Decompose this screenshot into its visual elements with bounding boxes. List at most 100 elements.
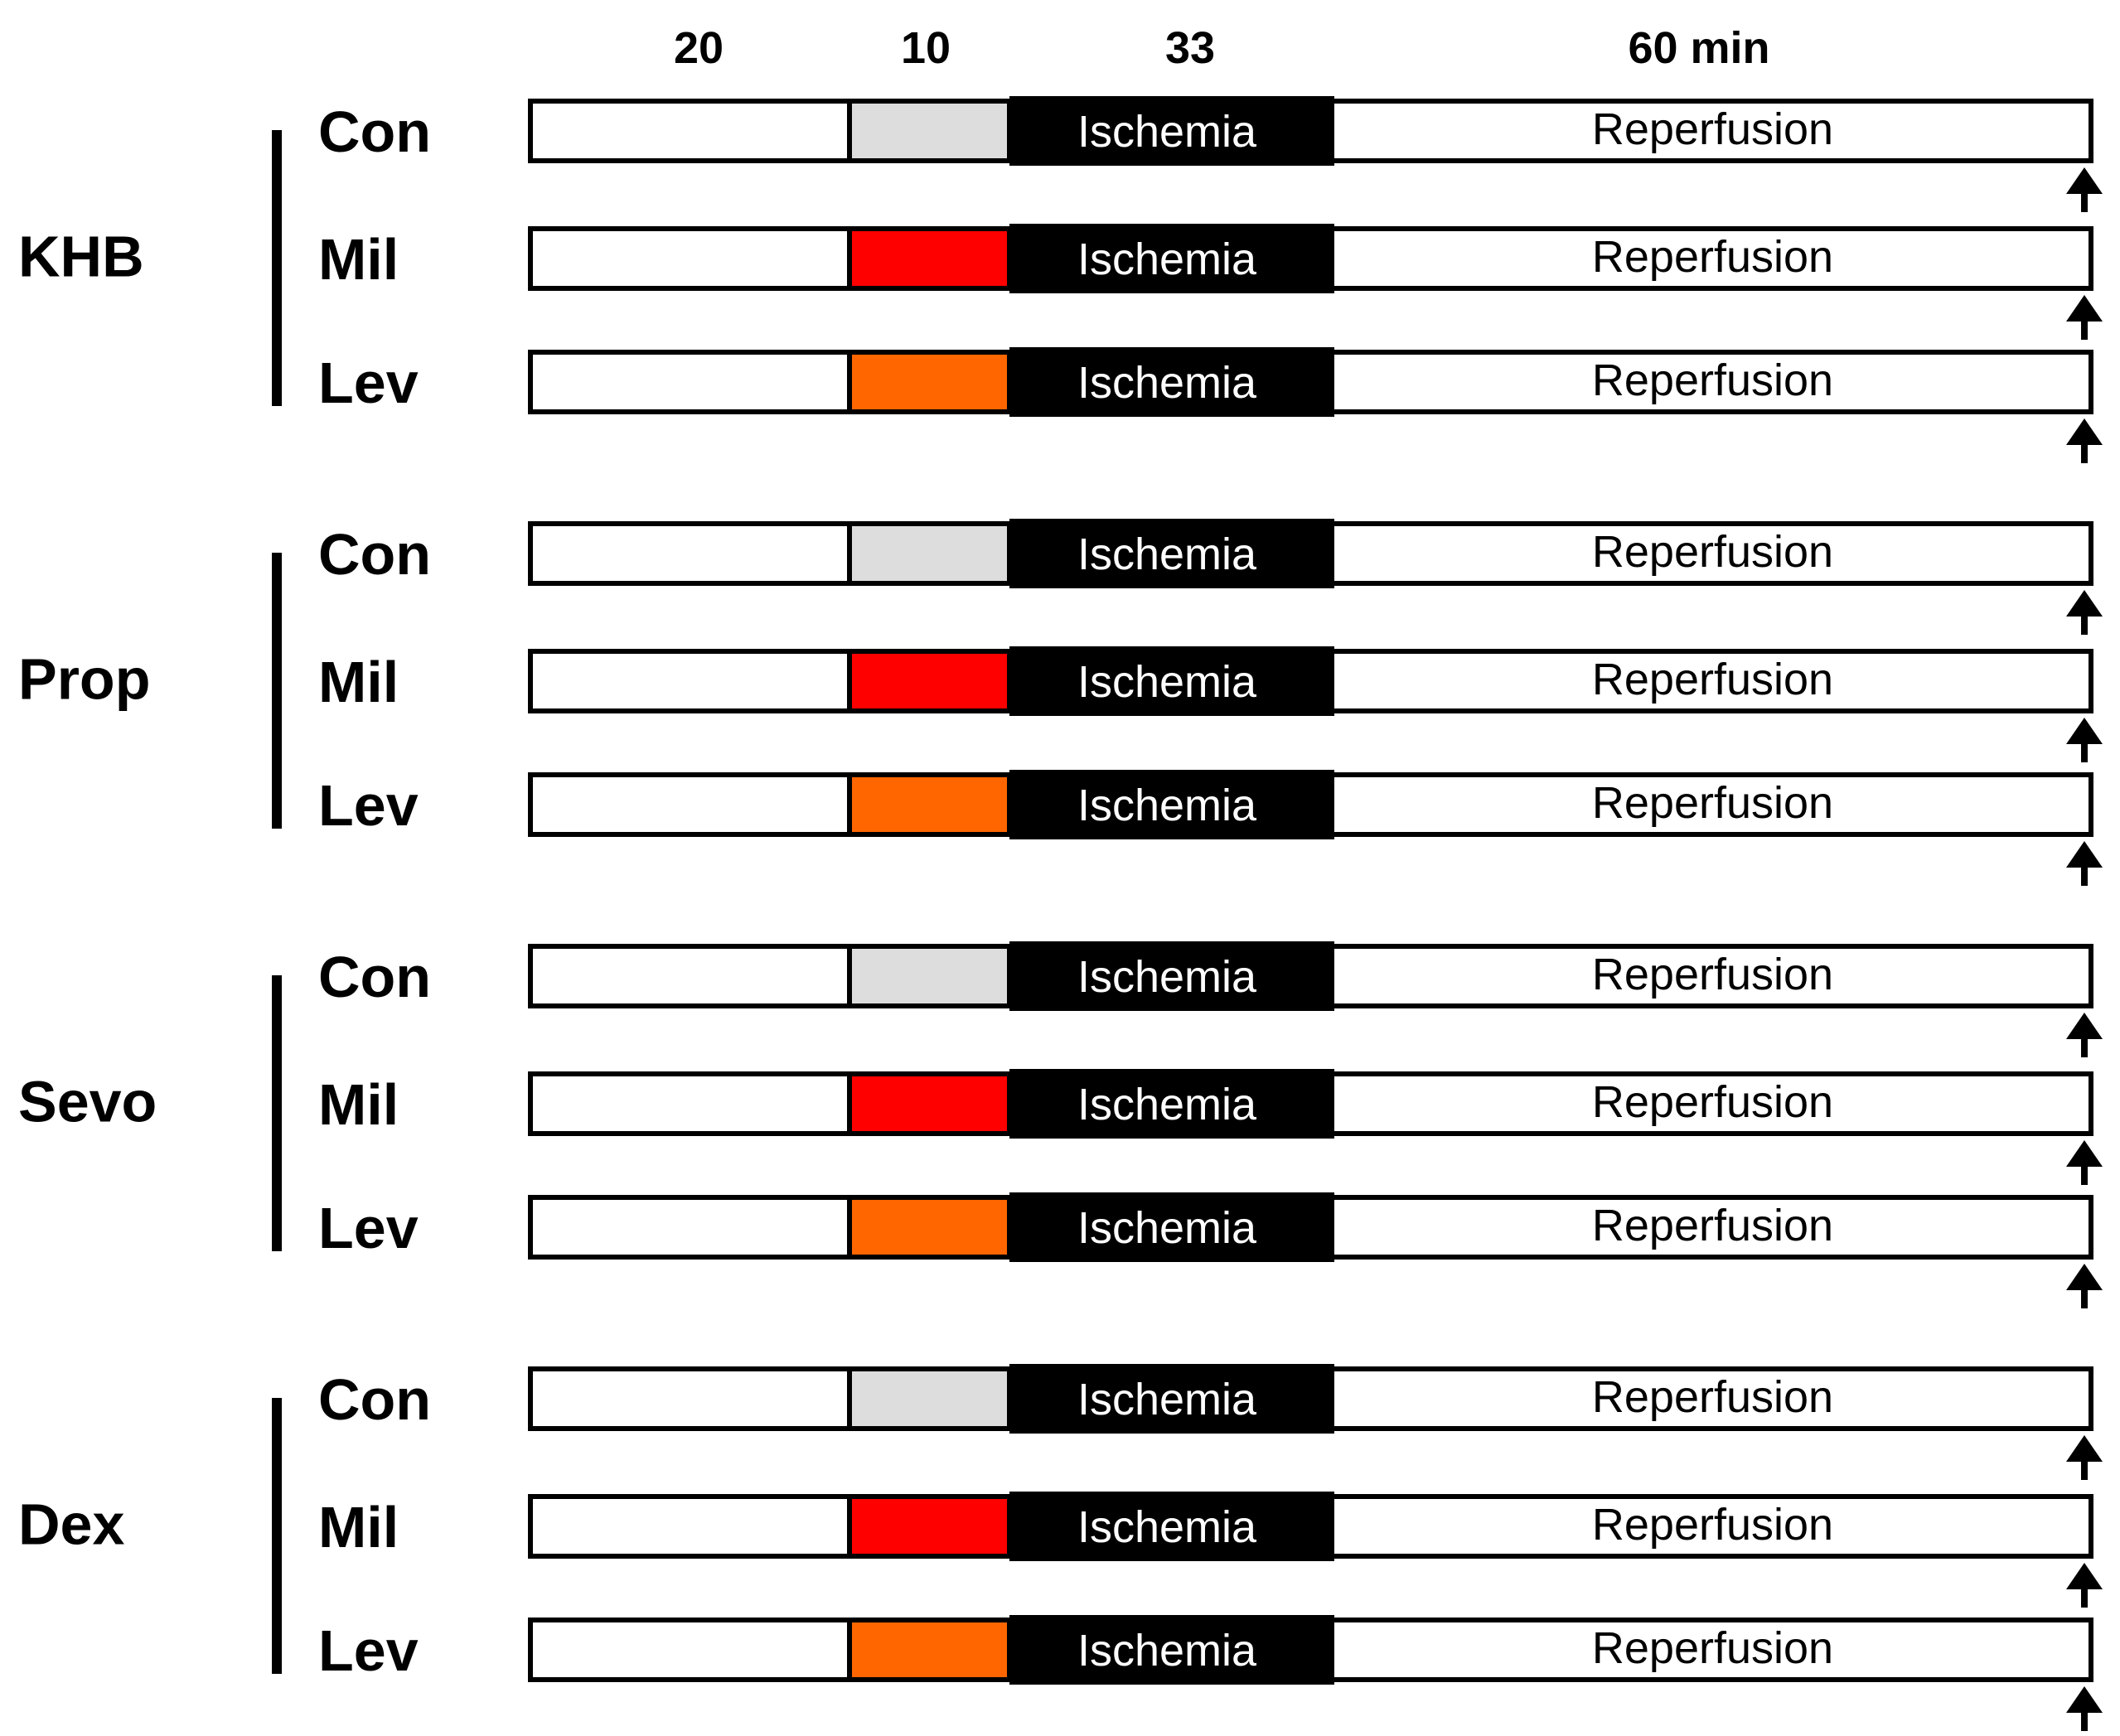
ischemia-segment bbox=[1009, 1615, 1334, 1685]
timeline-header-label: 60 min bbox=[1628, 23, 1769, 73]
ischemia-label: Ischemia bbox=[1077, 657, 1257, 707]
protocol-row-lev: Lev Ischemia Reperfusion bbox=[318, 1192, 2103, 1308]
timeline-header: 20 10 33 60 min bbox=[674, 23, 1770, 73]
treatment-segment bbox=[847, 649, 1012, 713]
reperfusion-label: Reperfusion bbox=[1592, 655, 1833, 704]
reperfusion-label: Reperfusion bbox=[1592, 1372, 1833, 1422]
ischemia-label: Ischemia bbox=[1077, 1502, 1257, 1552]
arrow-up-icon bbox=[2066, 590, 2103, 635]
reperfusion-label: Reperfusion bbox=[1592, 355, 1833, 405]
arrow-up-icon bbox=[2066, 167, 2103, 212]
treatment-segment bbox=[847, 1366, 1012, 1431]
group-bracket-line bbox=[272, 1398, 282, 1674]
protocol-row-lev: Lev Ischemia Reperfusion bbox=[318, 347, 2103, 463]
protocol-row-mil: Mil Ischemia Reperfusion bbox=[318, 1492, 2103, 1608]
group-label: Sevo bbox=[18, 1070, 157, 1134]
ischemia-label: Ischemia bbox=[1077, 530, 1257, 579]
ischemia-label: Ischemia bbox=[1077, 1080, 1257, 1129]
ischemia-label: Ischemia bbox=[1077, 235, 1257, 284]
ischemia-segment bbox=[1009, 347, 1334, 417]
ischemia-segment bbox=[1009, 224, 1334, 293]
row-label: Lev bbox=[318, 773, 419, 838]
protocol-group-khb: KHB Con Ischemia Reperfusion Mil Ischemia Repe… bbox=[18, 96, 2103, 463]
row-label: Mil bbox=[318, 227, 399, 292]
ischemia-segment bbox=[1009, 941, 1334, 1011]
ischemia-label: Ischemia bbox=[1077, 358, 1257, 408]
treatment-segment bbox=[847, 944, 1012, 1008]
arrow-up-icon bbox=[2066, 1013, 2103, 1057]
ischemia-segment bbox=[1009, 519, 1334, 588]
row-label: Con bbox=[318, 945, 431, 1009]
ischemia-label: Ischemia bbox=[1077, 781, 1257, 830]
ischemia-label: Ischemia bbox=[1077, 1375, 1257, 1424]
ischemia-label: Ischemia bbox=[1077, 952, 1257, 1002]
arrow-up-icon bbox=[2066, 1563, 2103, 1608]
row-label: Mil bbox=[318, 1495, 399, 1559]
protocol-row-con: Con Ischemia Reperfusion bbox=[318, 941, 2103, 1057]
reperfusion-label: Reperfusion bbox=[1592, 1623, 1833, 1673]
treatment-segment bbox=[847, 1195, 1012, 1260]
protocol-group-sevo: Sevo Con Ischemia Reperfusion Mil Ischemia Rep… bbox=[18, 941, 2103, 1308]
ischemia-label: Ischemia bbox=[1077, 1626, 1257, 1676]
treatment-segment bbox=[847, 1618, 1012, 1682]
protocol-row-con: Con Ischemia Reperfusion bbox=[318, 96, 2103, 212]
protocol-groups: KHB Con Ischemia Reperfusion Mil Ischemia Repe… bbox=[18, 96, 2103, 1731]
group-bracket-line bbox=[272, 975, 282, 1251]
protocol-row-con: Con Ischemia Reperfusion bbox=[318, 519, 2103, 635]
reperfusion-label: Reperfusion bbox=[1592, 778, 1833, 828]
protocol-row-con: Con Ischemia Reperfusion bbox=[318, 1364, 2103, 1480]
row-label: Lev bbox=[318, 1196, 419, 1260]
reperfusion-label: Reperfusion bbox=[1592, 527, 1833, 577]
group-label: KHB bbox=[18, 225, 144, 289]
arrow-up-icon bbox=[2066, 1435, 2103, 1480]
protocol-row-lev: Lev Ischemia Reperfusion bbox=[318, 770, 2103, 886]
treatment-segment bbox=[847, 521, 1012, 586]
timeline-header-label: 20 bbox=[674, 23, 724, 73]
ischemia-segment bbox=[1009, 770, 1334, 839]
ischemia-segment bbox=[1009, 1192, 1334, 1262]
ischemia-label: Ischemia bbox=[1077, 107, 1257, 157]
timeline-header-label: 10 bbox=[901, 23, 951, 73]
group-bracket-line bbox=[272, 130, 282, 406]
treatment-segment bbox=[847, 226, 1012, 291]
arrow-up-icon bbox=[2066, 1264, 2103, 1308]
ischemia-segment bbox=[1009, 96, 1334, 166]
reperfusion-label: Reperfusion bbox=[1592, 1201, 1833, 1250]
row-label: Mil bbox=[318, 1072, 399, 1137]
arrow-up-icon bbox=[2066, 295, 2103, 340]
group-label: Prop bbox=[18, 647, 150, 712]
reperfusion-label: Reperfusion bbox=[1592, 1077, 1833, 1127]
arrow-up-icon bbox=[2066, 718, 2103, 762]
arrow-up-icon bbox=[2066, 1686, 2103, 1731]
treatment-segment bbox=[847, 1071, 1012, 1136]
group-bracket-line bbox=[272, 553, 282, 829]
reperfusion-label: Reperfusion bbox=[1592, 1500, 1833, 1550]
row-label: Con bbox=[318, 522, 431, 587]
protocol-row-mil: Mil Ischemia Reperfusion bbox=[318, 224, 2103, 340]
ischemia-segment bbox=[1009, 1069, 1334, 1139]
protocol-group-dex: Dex Con Ischemia Reperfusion Mil Ischemia Repe… bbox=[18, 1364, 2103, 1731]
ischemia-segment bbox=[1009, 1364, 1334, 1434]
ischemia-segment bbox=[1009, 646, 1334, 716]
protocol-row-mil: Mil Ischemia Reperfusion bbox=[318, 646, 2103, 762]
protocol-row-mil: Mil Ischemia Reperfusion bbox=[318, 1069, 2103, 1185]
row-label: Mil bbox=[318, 650, 399, 714]
treatment-segment bbox=[847, 1494, 1012, 1559]
row-label: Con bbox=[318, 99, 431, 164]
arrow-up-icon bbox=[2066, 841, 2103, 886]
protocol-row-lev: Lev Ischemia Reperfusion bbox=[318, 1615, 2103, 1731]
timeline-header-label: 33 bbox=[1165, 23, 1215, 73]
treatment-segment bbox=[847, 772, 1012, 837]
treatment-segment bbox=[847, 99, 1012, 163]
protocol-group-prop: Prop Con Ischemia Reperfusion Mil Ischemia Rep… bbox=[18, 519, 2103, 886]
row-label: Lev bbox=[318, 351, 419, 415]
arrow-up-icon bbox=[2066, 418, 2103, 463]
reperfusion-label: Reperfusion bbox=[1592, 950, 1833, 999]
treatment-segment bbox=[847, 350, 1012, 414]
ischemia-segment bbox=[1009, 1492, 1334, 1561]
row-label: Con bbox=[318, 1367, 431, 1432]
ischemia-label: Ischemia bbox=[1077, 1203, 1257, 1253]
arrow-up-icon bbox=[2066, 1140, 2103, 1185]
row-label: Lev bbox=[318, 1618, 419, 1683]
